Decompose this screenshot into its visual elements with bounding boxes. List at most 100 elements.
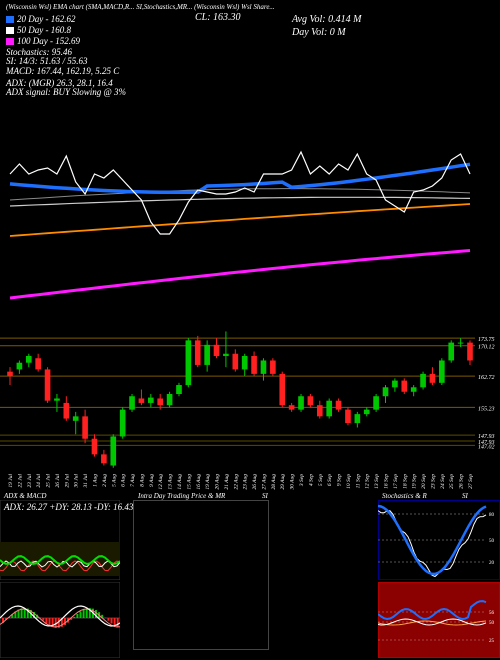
candle-body [260,360,267,374]
date-label: 19 Jul [8,474,14,488]
date-label: 19 Sep [412,474,418,489]
candle-body [166,394,173,406]
candle-body [467,342,473,361]
macd-histogram-bar [88,608,91,618]
macd-histogram-bar [14,611,17,618]
candle-body [241,356,248,370]
candle-body [251,356,257,374]
candle-body [401,380,408,392]
ema50-orange-line [9,203,471,237]
date-label: 15 Aug [186,474,192,490]
adx-signal: ADX signal: BUY Slowing @ 3% [6,87,127,97]
date-label: 31 Jul [83,474,89,489]
macd-line: MACD: 167.44, 162.19, 5.25 C [6,66,120,76]
macd-histogram-bar [42,618,45,621]
date-label: 29 Jul [64,474,70,488]
si-panel-title: SI [262,492,268,500]
date-label: 24 Jul [35,474,42,488]
candle-body [138,398,145,403]
legend-50day-swatch [6,27,14,35]
stoch-panel-title: Stochastics & R [382,492,427,500]
date-label: 16 Aug [196,474,202,490]
candle-body [457,342,464,344]
candle-body [354,414,361,424]
date-label: 6 Sep [327,474,333,486]
macd-histogram-bar [17,609,20,618]
legend-50day-label: 50 Day - 160.8 [17,25,71,35]
date-label: 4 Sep [307,474,314,486]
date-label: 2 Aug [102,474,108,487]
date-label: 19 Aug [205,474,211,490]
date-label: 21 Aug [224,474,230,490]
candle-body [129,396,135,410]
candle-body [345,409,351,424]
candle-body [223,353,229,356]
date-label: 9 Aug [149,474,155,487]
candle-body [298,396,304,410]
candle-body [44,369,51,401]
candle-body [7,371,13,377]
date-label: 7 Aug [130,474,136,487]
legend-20day-swatch [6,16,14,24]
si-axis-label: 56 [489,611,495,616]
candle-body [410,387,417,392]
date-label: 12 Aug [158,474,164,490]
date-label: 29 Aug [280,474,286,490]
candle-body [54,398,60,401]
date-label: 13 Aug [168,474,174,490]
date-label: 30 Jul [74,474,80,489]
stoch-k-line [378,504,487,576]
legend-100day-label: 100 Day - 152.69 [17,36,80,46]
price-axis-label-1: 170.12 [478,345,495,351]
macd-histogram-bar [23,608,26,618]
price-line [9,150,471,235]
stoch-axis-label: 50 [489,539,495,544]
macd-histogram-bar [101,614,104,618]
macd-histogram-bar [82,609,85,618]
macd-histogram-bar [45,618,48,624]
close-label: CL: 163.30 [195,12,241,23]
candle-body [185,340,192,386]
day-vol: Day Vol: 0 M [292,27,346,38]
date-label: 27 Sep [468,474,474,489]
date-label: 10 Sep [346,474,352,489]
si-avg-line [378,618,487,626]
intraday-frame [133,500,269,650]
date-label: 3 Sep [299,474,305,487]
si-axis-label: 50 [489,621,495,626]
macd-histogram-bar [48,618,51,626]
candlestick-chart: 173.75170.12162.72155.23147.93147.93147.… [0,331,495,491]
candle-body [110,436,117,466]
stoch-axis-label: 80 [489,513,495,518]
stoch-axis-label: 20 [489,561,495,566]
adx-minus-di-line [0,560,120,572]
price-axis-label-0: 173.75 [478,337,495,343]
candle-body [363,409,370,415]
candle-body [373,396,379,410]
si-panel: 56 50 25 [378,582,500,658]
macd-histogram-bar [2,618,4,623]
intraday-panel-title: Intra Day Trading Price & MR [138,492,226,500]
legend-100day: 100 Day - 152.69 [6,36,80,46]
candle-body [335,400,342,410]
candle-body [439,360,445,383]
date-label: 16 Sep [384,474,390,489]
price-axis-label-4: 147.93 [478,433,495,440]
si2-panel-title: SI [462,492,468,500]
candle-body [157,398,164,406]
date-label: 24 Sep [439,474,446,489]
macd-histogram-bar [57,618,60,628]
candle-body [316,405,323,417]
ema20-line [9,162,471,195]
adx-band [0,542,120,576]
candle-body [16,362,23,370]
candle-body [204,344,210,365]
date-label: 26 Sep [459,474,465,489]
candle-body [176,385,182,394]
macd-histogram-bar [26,608,29,618]
date-label: 1 Aug [92,474,98,487]
macd-histogram-bar [110,618,113,624]
date-label: 11 Sep [355,474,361,489]
candle-body [307,396,314,406]
candle-body [382,387,389,397]
